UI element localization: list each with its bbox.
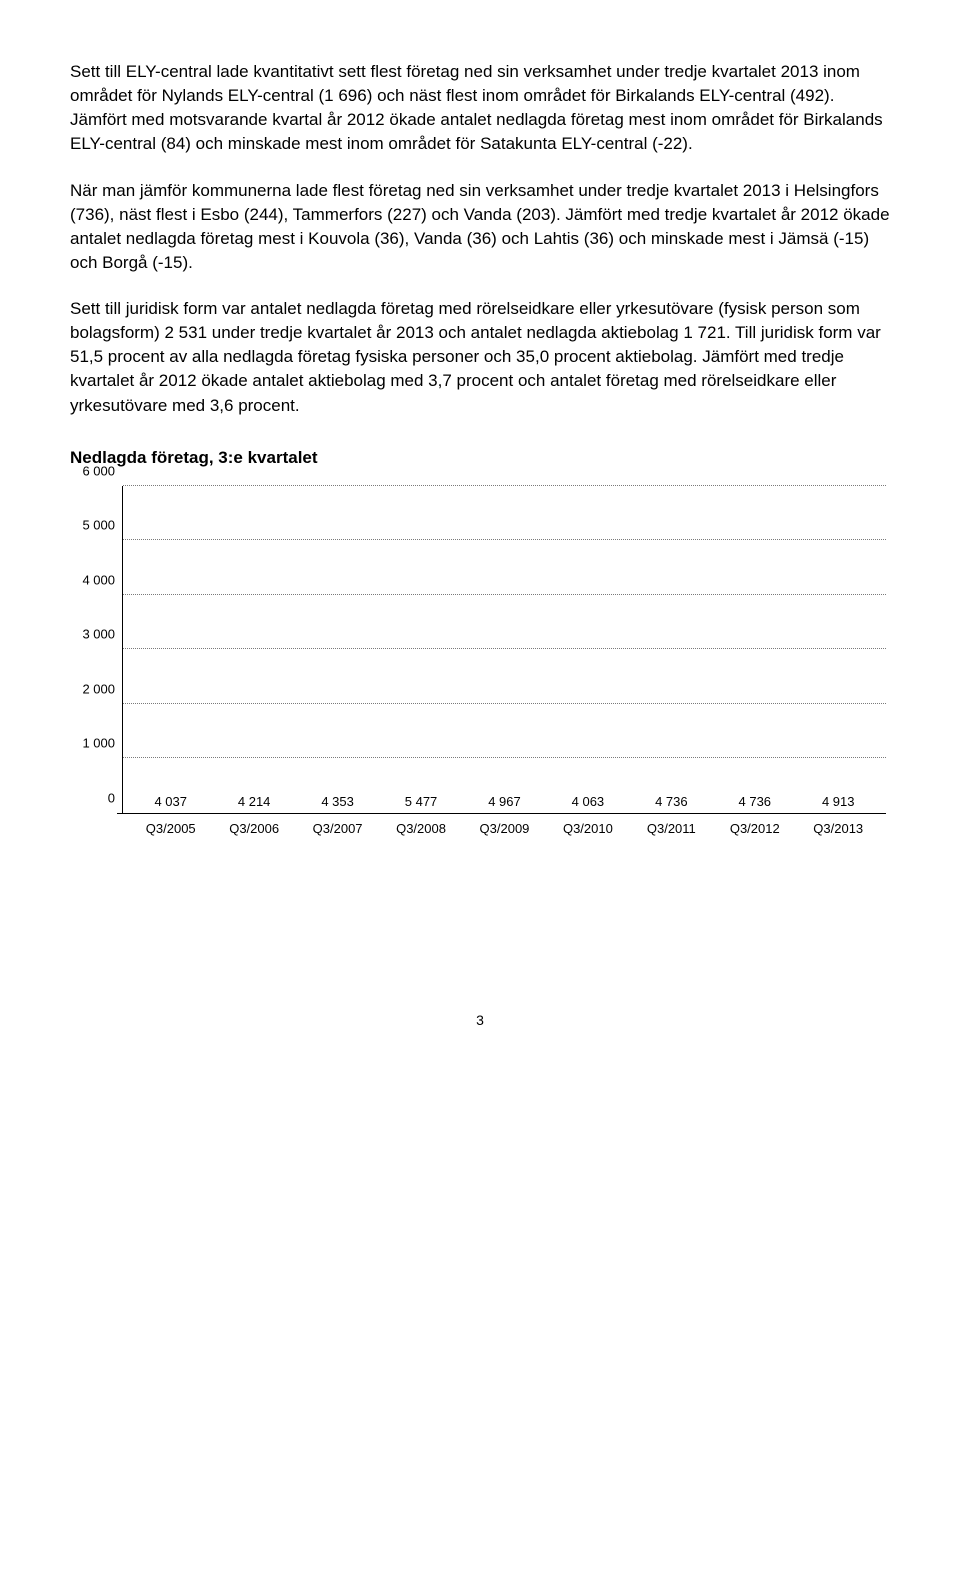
- chart-gridline: [123, 648, 886, 649]
- chart-bar: 5 477Q3/2008: [379, 794, 462, 813]
- chart-bar-value-label: 4 214: [238, 794, 271, 809]
- body-paragraph-1: Sett till ELY-central lade kvantitativt …: [70, 60, 890, 157]
- chart-ytick-label: 2 000: [82, 681, 123, 696]
- chart-bar-value-label: 4 063: [572, 794, 605, 809]
- chart-gridline: [123, 703, 886, 704]
- chart-ytick-label: 0: [108, 790, 123, 805]
- chart-xcategory-label: Q3/2011: [647, 813, 696, 836]
- chart-bar-value-label: 4 037: [154, 794, 187, 809]
- chart-xcategory-label: Q3/2010: [563, 813, 613, 836]
- bar-chart: 4 037Q3/20054 214Q3/20064 353Q3/20075 47…: [70, 482, 890, 842]
- chart-bar: 4 967Q3/2009: [463, 794, 546, 813]
- chart-gridline: [123, 594, 886, 595]
- chart-ytick-label: 1 000: [82, 736, 123, 751]
- chart-bar: 4 037Q3/2005: [129, 794, 212, 813]
- chart-xcategory-label: Q3/2006: [229, 813, 279, 836]
- chart-title: Nedlagda företag, 3:e kvartalet: [70, 448, 890, 468]
- chart-bar-value-label: 4 967: [488, 794, 521, 809]
- chart-bar: 4 353Q3/2007: [296, 794, 379, 813]
- chart-gridline: [123, 485, 886, 486]
- body-paragraph-3: Sett till juridisk form var antalet nedl…: [70, 297, 890, 418]
- chart-ytick-label: 3 000: [82, 627, 123, 642]
- chart-xcategory-label: Q3/2012: [730, 813, 780, 836]
- chart-gridline: [123, 757, 886, 758]
- chart-bars-container: 4 037Q3/20054 214Q3/20064 353Q3/20075 47…: [123, 486, 886, 813]
- chart-xcategory-label: Q3/2007: [313, 813, 363, 836]
- chart-xcategory-label: Q3/2009: [480, 813, 530, 836]
- chart-bar: 4 214Q3/2006: [212, 794, 295, 813]
- chart-ytick-label: 5 000: [82, 518, 123, 533]
- chart-bar: 4 913Q3/2013: [797, 794, 880, 813]
- chart-ytick-label: 4 000: [82, 572, 123, 587]
- chart-gridline: [123, 539, 886, 540]
- chart-bar: 4 063Q3/2010: [546, 794, 629, 813]
- chart-bar: 4 736Q3/2011: [630, 794, 713, 813]
- chart-xcategory-label: Q3/2013: [813, 813, 863, 836]
- chart-ytick-label: 6 000: [82, 463, 123, 478]
- chart-plot-area: 4 037Q3/20054 214Q3/20064 353Q3/20075 47…: [122, 486, 886, 814]
- chart-bar: 4 736Q3/2012: [713, 794, 796, 813]
- chart-xcategory-label: Q3/2005: [146, 813, 196, 836]
- chart-bar-value-label: 4 736: [655, 794, 688, 809]
- chart-bar-value-label: 4 353: [321, 794, 354, 809]
- body-paragraph-2: När man jämför kommunerna lade flest för…: [70, 179, 890, 276]
- chart-bar-value-label: 4 913: [822, 794, 855, 809]
- chart-bar-value-label: 4 736: [739, 794, 772, 809]
- chart-xcategory-label: Q3/2008: [396, 813, 446, 836]
- page-number: 3: [70, 1012, 890, 1028]
- chart-bar-value-label: 5 477: [405, 794, 438, 809]
- chart-axis-tick: [117, 813, 123, 814]
